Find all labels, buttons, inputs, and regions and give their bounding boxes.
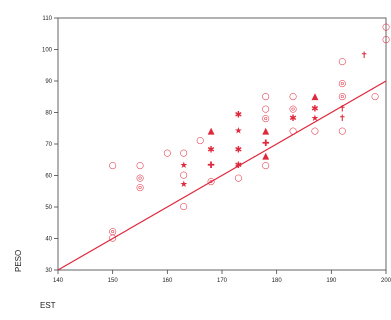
y-tick-label: 40 bbox=[45, 237, 52, 243]
data-point: ○ bbox=[180, 171, 188, 181]
data-point: ○ bbox=[109, 234, 117, 244]
data-point: ✝ bbox=[360, 51, 368, 61]
y-tick-label: 50 bbox=[45, 205, 52, 211]
data-point: ○ bbox=[180, 148, 188, 158]
data-point: ○ bbox=[382, 35, 390, 45]
x-tick-label: 150 bbox=[108, 278, 119, 284]
data-point: ○ bbox=[109, 161, 117, 171]
x-tick-label: 160 bbox=[162, 278, 173, 284]
data-point: ◎ bbox=[207, 177, 215, 187]
data-point: ✱ bbox=[311, 104, 319, 114]
data-point: ○ bbox=[196, 136, 204, 146]
x-tick-label: 170 bbox=[217, 278, 228, 284]
data-point: ✱ bbox=[235, 161, 243, 171]
y-axis-title: PESO bbox=[14, 250, 23, 272]
y-tick-label: 30 bbox=[45, 268, 52, 274]
data-point: ✝ bbox=[338, 104, 346, 114]
plot-area bbox=[57, 17, 387, 271]
data-point: ◎ bbox=[338, 79, 346, 89]
data-point: ▲ bbox=[262, 152, 269, 162]
y-tick-label: 110 bbox=[42, 16, 52, 22]
x-axis: 140 150 160 170 180 190 200 bbox=[53, 270, 391, 284]
y-tick-label: 100 bbox=[42, 48, 53, 54]
y-axis: 30 40 50 60 70 80 90 100 110 bbox=[42, 16, 58, 274]
data-point: ○ bbox=[289, 92, 297, 102]
data-point: ✝ bbox=[338, 114, 346, 124]
x-tick-label: 190 bbox=[326, 278, 337, 284]
data-point: ▲ bbox=[311, 92, 318, 102]
data-point: ○ bbox=[234, 174, 242, 184]
x-tick-label: 200 bbox=[381, 278, 391, 284]
data-point: ✱ bbox=[235, 145, 243, 155]
data-point: ◎ bbox=[289, 104, 297, 114]
data-point: ★ bbox=[234, 126, 242, 136]
y-tick-label: 80 bbox=[45, 111, 52, 117]
data-point: ▲ bbox=[262, 126, 269, 136]
data-point: ◎ bbox=[338, 92, 346, 102]
data-point: ★ bbox=[180, 161, 188, 171]
data-point: ◎ bbox=[262, 114, 270, 124]
data-point: ✚ bbox=[262, 139, 270, 149]
y-tick-label: 70 bbox=[45, 142, 52, 148]
data-point: ○ bbox=[338, 126, 346, 136]
data-point: ○ bbox=[311, 126, 319, 136]
data-point: ✱ bbox=[235, 111, 243, 121]
data-point: ◎ bbox=[136, 174, 144, 184]
data-point: ★ bbox=[311, 114, 319, 124]
data-point: ○ bbox=[262, 92, 270, 102]
data-point: ○ bbox=[262, 161, 270, 171]
data-point: ◎ bbox=[109, 227, 117, 237]
data-point: ○ bbox=[262, 104, 270, 114]
data-point: ○ bbox=[371, 92, 379, 102]
regression-line bbox=[57, 80, 387, 271]
data-point: ✚ bbox=[207, 161, 215, 171]
data-point: ○ bbox=[180, 202, 188, 212]
data-points: ○◎○○◎◎○ ○★○★○○▲✱✚◎✱★✱✱○○○◎▲✚▲○○◎✱○▲✱★○○◎◎… bbox=[109, 22, 390, 243]
y-tick-label: 90 bbox=[45, 79, 52, 85]
data-point: ○ bbox=[382, 22, 390, 32]
data-point: ★ bbox=[180, 180, 188, 190]
regression-layer bbox=[57, 80, 387, 271]
data-point: ○ bbox=[163, 148, 171, 158]
x-tick-label: 180 bbox=[272, 278, 283, 284]
data-point: ○ bbox=[289, 126, 297, 136]
y-tick-label: 60 bbox=[45, 174, 52, 180]
data-point: ✱ bbox=[289, 114, 297, 124]
data-point: ○ bbox=[338, 57, 346, 67]
data-point: ◎ bbox=[136, 183, 144, 193]
data-point: ✱ bbox=[207, 145, 215, 155]
x-axis-title: EST bbox=[40, 301, 56, 310]
x-tick-label: 140 bbox=[53, 278, 64, 284]
data-point: ▲ bbox=[208, 126, 215, 136]
data-point: ○ bbox=[136, 161, 144, 171]
